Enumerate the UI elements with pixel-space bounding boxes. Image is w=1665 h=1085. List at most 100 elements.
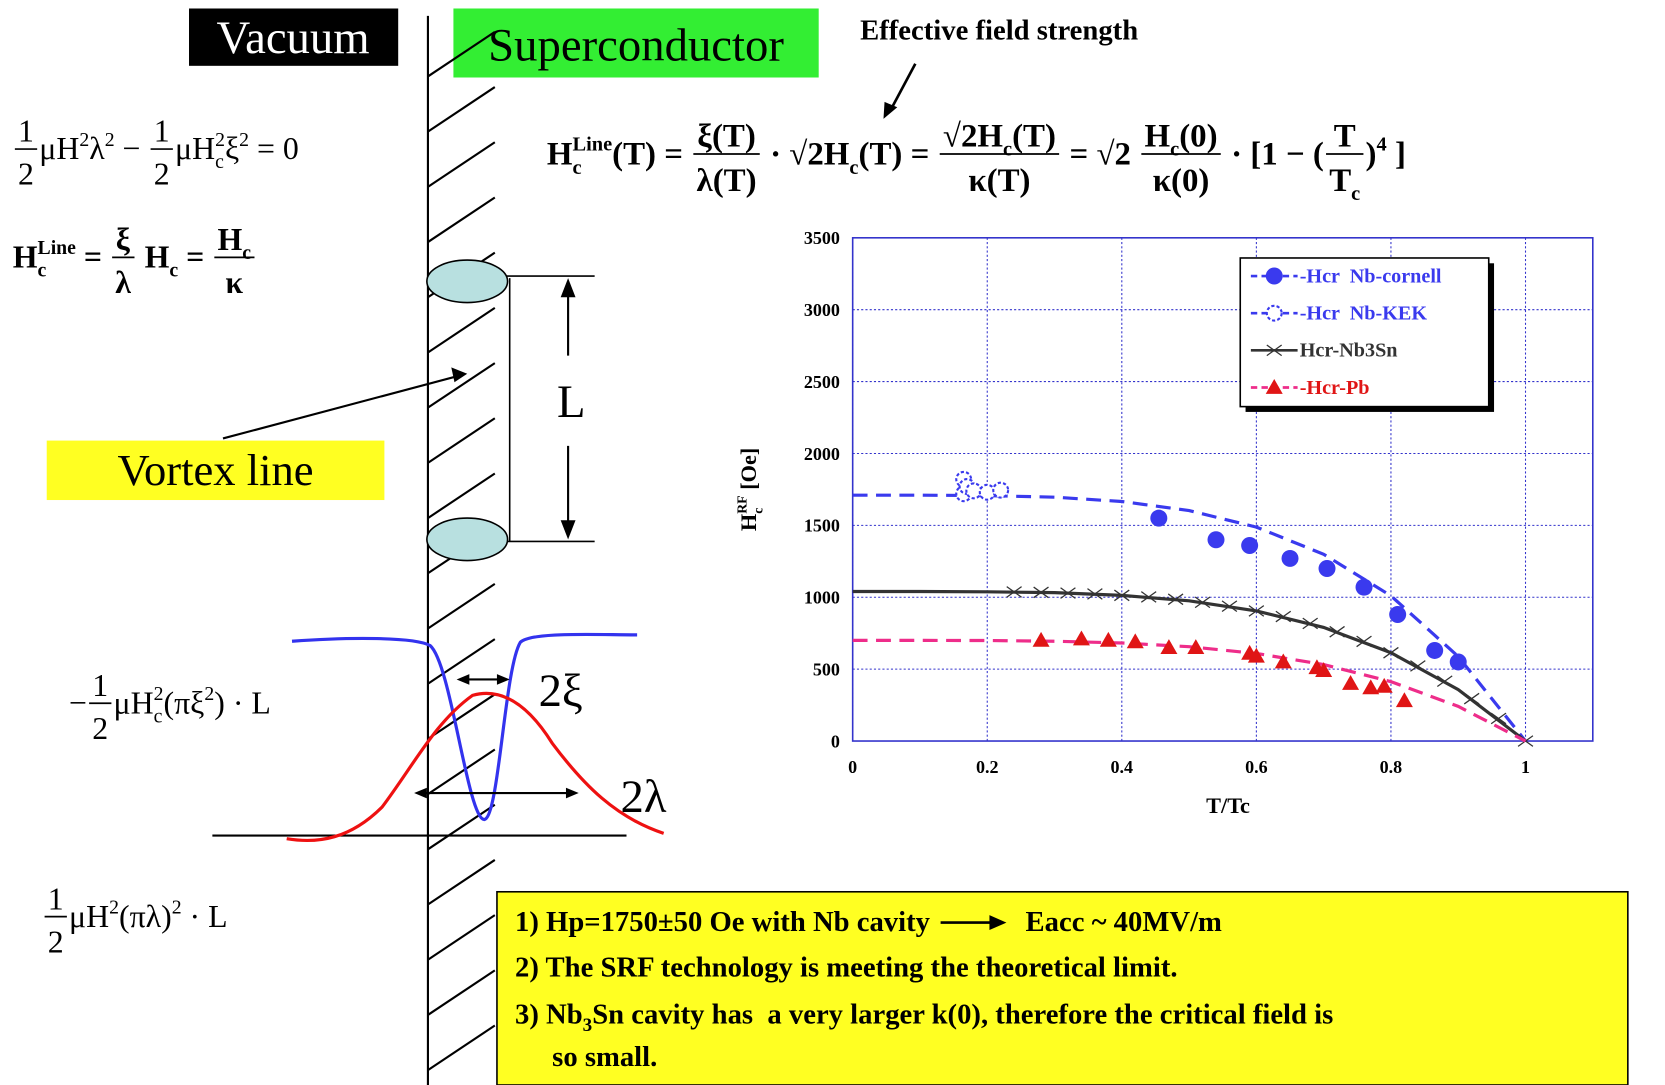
math-part: ξ(T)	[697, 118, 756, 154]
legend-marker	[1267, 306, 1282, 321]
math-part: (πλ)	[119, 899, 172, 934]
point	[980, 485, 995, 500]
fraction: 12	[45, 881, 67, 959]
equation: −12μH2c(πξ2) · L	[69, 668, 271, 746]
math-part: Line	[38, 237, 77, 259]
math-part: 2	[215, 129, 225, 151]
math-part: = √2	[1061, 137, 1139, 173]
math-part: RF	[735, 495, 750, 513]
note-text: so small.	[552, 1041, 657, 1073]
point	[1100, 632, 1117, 647]
y-tick-label: 2000	[804, 444, 840, 464]
math-part: c	[1003, 139, 1012, 161]
numerator: ξ	[116, 222, 131, 257]
math-part: c	[169, 259, 178, 281]
fraction: 12	[89, 668, 111, 746]
vacuum-label: Vacuum	[217, 12, 370, 64]
math-part: H	[218, 222, 243, 257]
hatch-line	[428, 87, 495, 132]
math-part: H	[1145, 118, 1171, 154]
legend-label: -Hcr-Pb	[1300, 377, 1370, 399]
math-part: μH	[69, 899, 109, 934]
note-text: Sn cavity has a very larger k(0), theref…	[592, 998, 1333, 1030]
chart: 050010001500200025003000350000.20.40.60.…	[735, 228, 1593, 818]
math-part: 2	[79, 129, 89, 151]
math-part: 2	[154, 683, 164, 705]
math-part: · √2H	[762, 137, 850, 173]
math-part: 2	[92, 711, 108, 746]
fraction: ξλ	[112, 222, 134, 300]
math-part: λ	[115, 265, 131, 300]
hatch-line	[428, 363, 495, 408]
denominator: λ(T)	[697, 163, 757, 199]
point	[1437, 676, 1452, 687]
numerator: 1	[154, 114, 170, 149]
vortex-end	[427, 260, 508, 302]
math-part: κ(T)	[968, 163, 1030, 199]
math-part: T	[1329, 163, 1351, 199]
hatch-line	[428, 308, 495, 353]
note-text: Eacc ~ 40MV/m	[1026, 906, 1222, 938]
math-part: =	[178, 240, 212, 275]
math-part: (0)	[1179, 118, 1217, 154]
legend-marker	[1266, 268, 1283, 285]
point	[1450, 653, 1467, 670]
legend-label: -Hcr Nb-cornell	[1300, 265, 1442, 287]
denominator: 2	[154, 157, 170, 192]
superconductor-label: Superconductor	[488, 20, 784, 72]
hatch-line	[428, 142, 495, 187]
point	[1241, 537, 1258, 554]
math-part: 1	[18, 114, 34, 149]
math-part: H	[13, 240, 38, 275]
math-part: 4	[1377, 134, 1387, 156]
denominator: κ	[225, 265, 243, 300]
hatch-line	[428, 197, 495, 242]
point	[1033, 632, 1050, 647]
numerator: 1	[18, 114, 34, 149]
y-tick-label: 0	[831, 731, 840, 751]
math-part: c	[215, 151, 224, 173]
math-part: λ(T)	[697, 163, 757, 199]
fit-curve	[853, 640, 1526, 741]
vortex-end	[427, 518, 508, 560]
math-part: (T)	[1012, 118, 1056, 154]
denominator: 2	[48, 924, 64, 959]
math-part: κ	[225, 265, 243, 300]
math-part: κ(0)	[1153, 163, 1210, 199]
fraction: 12	[151, 114, 173, 192]
point	[1282, 550, 1299, 567]
fraction: √2Hc(T)κ(T)	[940, 118, 1059, 198]
math-part: H	[137, 240, 170, 275]
arrow-head	[451, 367, 467, 382]
math-part: (πξ	[163, 685, 204, 720]
numerator: ξ(T)	[697, 118, 756, 154]
arrow-head	[561, 520, 576, 539]
math-part: ξ	[225, 131, 239, 166]
math-part: )	[1366, 137, 1377, 173]
point	[1356, 579, 1373, 596]
x-tick-label: 0.2	[976, 757, 999, 777]
point	[1073, 630, 1090, 645]
arrow-head	[414, 788, 427, 799]
fraction: 12	[15, 114, 37, 192]
fit-curve	[853, 495, 1526, 741]
math-part: μH	[39, 131, 79, 166]
note-line: 2) The SRF technology is meeting the the…	[515, 952, 1178, 984]
equations: 12μH2λ2 − 12μH2cξ2 = 0HLinec = ξλ Hc = H…	[13, 114, 1406, 960]
note-line: so small.	[552, 1041, 657, 1073]
y-tick-label: 500	[813, 660, 840, 680]
x-tick-label: 1	[1521, 757, 1530, 777]
point	[993, 483, 1008, 498]
point	[1208, 531, 1225, 548]
arrow-head	[561, 278, 576, 297]
y-tick-label: 3500	[804, 228, 840, 248]
x-axis-label: T/Tc	[1206, 793, 1250, 818]
math-part: ξ	[116, 222, 131, 257]
pointer-arrow	[223, 376, 459, 439]
y-tick-label: 2500	[804, 372, 840, 392]
math-part: (T) =	[612, 137, 691, 173]
math-part: 2	[204, 683, 214, 705]
